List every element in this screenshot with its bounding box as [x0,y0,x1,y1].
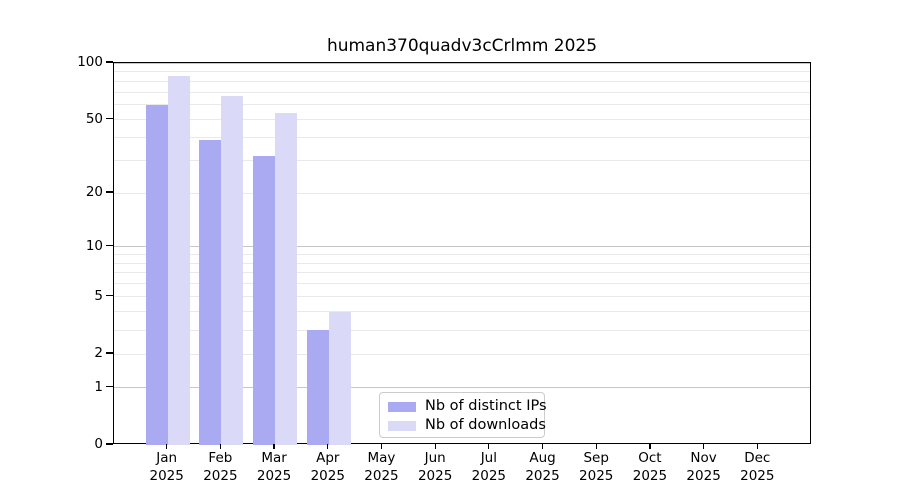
y-tick-label-20: 20 [85,184,103,200]
gridline-minor-3 [114,329,810,331]
x-tick-label-aug: Aug 2025 [525,450,560,484]
y-tick-label-10: 10 [85,237,103,254]
x-tick-label-feb: Feb 2025 [203,450,238,484]
x-tick-dec [756,444,758,449]
legend-item-downloads: Nb of downloads [380,416,546,435]
gridline-major-1 [114,387,810,389]
bar-distinct-ips-apr [306,330,329,445]
y-tick-100 [106,61,113,63]
x-tick-label-jul: Jul 2025 [471,450,507,484]
x-tick-label-sep: Sep 2025 [579,450,614,484]
x-tick-nov [702,444,705,449]
bar-distinct-ips-feb [199,139,222,445]
x-tick-label-nov: Nov 2025 [686,450,721,484]
gridline-minor-7 [114,272,810,274]
bar-downloads-apr [328,311,351,445]
x-tick-label-jan: Jan 2025 [149,450,184,484]
y-tick-20 [106,191,113,193]
gridline-minor-6 [114,283,810,285]
y-tick-2 [106,352,113,354]
y-tick-50 [106,117,113,120]
plot-area: Nb of distinct IPs Nb of downloads [113,62,811,445]
x-tick-label-apr: Apr 2025 [310,450,345,484]
y-tick-5 [106,295,113,297]
x-tick-jun [434,444,436,449]
gridline-minor-40 [114,137,810,139]
gridline-minor-70 [114,91,810,93]
y-tick-1 [106,385,113,388]
gridline-minor-4 [114,311,810,313]
gridline-minor-90 [114,71,810,73]
bar-distinct-ips-jan [145,104,168,445]
x-tick-mar [273,444,275,449]
gridline-minor-80 [114,80,810,82]
y-tick-label-100: 100 [77,54,103,70]
y-tick-label-1: 1 [94,378,103,395]
y-tick-10 [106,244,113,247]
gridline-major-100 [114,62,810,64]
gridline-minor-60 [114,104,810,106]
gridline-minor-30 [114,160,810,162]
gridline-minor-5 [114,296,810,298]
x-tick-apr [327,444,329,449]
x-tick-label-jun: Jun 2025 [417,450,453,484]
bar-downloads-mar [275,113,298,445]
gridline-major-10 [114,246,810,248]
gridline-minor-20 [114,192,810,194]
y-tick-0 [106,443,113,445]
x-tick-aug [541,444,544,449]
bar-distinct-ips-mar [253,155,276,445]
chart-title: human370quadv3cCrlmm 2025 [326,36,598,56]
legend-label-downloads: Nb of downloads [425,417,546,433]
x-tick-label-mar: Mar 2025 [256,450,292,484]
x-tick-jul [488,444,490,449]
y-tick-label-0: 0 [94,436,103,452]
legend: Nb of distinct IPs Nb of downloads [379,392,547,438]
gridline-minor-8 [114,262,810,264]
y-tick-label-5: 5 [94,287,103,304]
legend-item-distinct-ips: Nb of distinct IPs [380,397,547,416]
gridline-minor-2 [114,353,810,355]
x-tick-may [380,444,383,449]
bar-downloads-jan [167,76,190,445]
legend-swatch-downloads [388,420,416,431]
gridline-minor-50 [114,119,810,121]
gridline-minor-9 [114,253,810,255]
x-tick-sep [595,444,597,449]
bar-downloads-feb [221,95,244,445]
legend-label-distinct-ips: Nb of distinct IPs [425,398,547,414]
x-tick-jan [166,444,168,449]
x-tick-feb [219,444,222,449]
y-tick-label-2: 2 [94,345,103,362]
x-tick-label-dec: Dec 2025 [740,450,775,484]
x-tick-oct [649,444,651,449]
x-tick-label-may: May 2025 [364,450,399,484]
legend-swatch-distinct-ips [388,401,416,412]
y-tick-label-50: 50 [85,110,103,127]
x-tick-label-oct: Oct 2025 [632,450,668,484]
